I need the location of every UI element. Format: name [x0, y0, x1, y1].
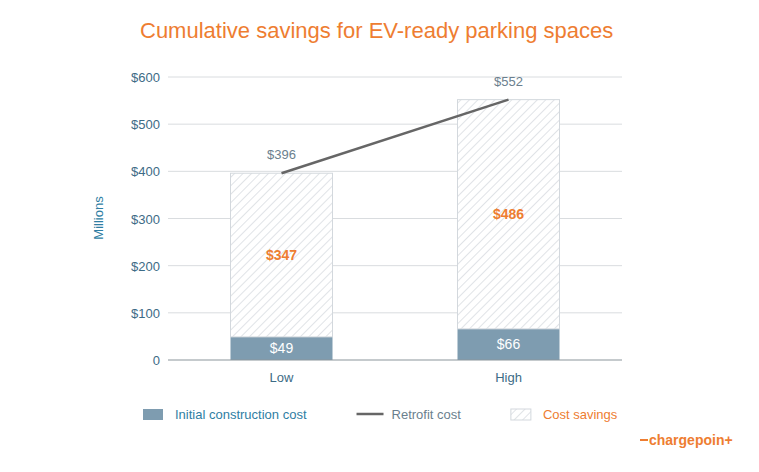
y-tick-label: $400 — [131, 164, 160, 179]
line — [282, 100, 509, 174]
bar-segment — [458, 100, 560, 329]
bar-segment — [458, 329, 560, 360]
legend-swatch — [511, 409, 531, 420]
y-tick-label: $200 — [131, 259, 160, 274]
legend-item: Cost savings — [511, 407, 618, 422]
data-label: $66 — [497, 336, 521, 352]
x-tick-label: Low — [270, 370, 294, 385]
background — [0, 0, 759, 472]
data-label: $49 — [270, 340, 294, 356]
legend-item: Initial construction cost — [143, 407, 307, 422]
grid-line — [168, 77, 622, 78]
legend-swatch — [143, 409, 163, 420]
bar-segment — [231, 337, 333, 360]
legend-label: Initial construction cost — [175, 407, 307, 422]
x-tick-label: High — [495, 370, 522, 385]
legend-label: Cost savings — [543, 407, 618, 422]
data-labels: $49 $347 $66 $486 $396 $552 — [266, 74, 524, 357]
title: Cumulative savings for EV-ready parking … — [140, 18, 613, 43]
logo-dash — [640, 439, 648, 441]
line-label: $552 — [494, 74, 523, 89]
y-axis-label: Millions — [91, 196, 106, 240]
y-tick-label: 0 — [153, 353, 160, 368]
logo: chargepoin+ — [649, 432, 733, 448]
y-tick-label: $500 — [131, 117, 160, 132]
plot-marks — [231, 100, 560, 360]
chart: Cumulative savings for EV-ready parking … — [0, 0, 759, 472]
bar-segment — [231, 173, 333, 337]
data-label: $486 — [493, 206, 524, 222]
legend-item: Retrofit cost — [357, 407, 462, 422]
y-tick-label: $300 — [131, 212, 160, 227]
line-label: $396 — [267, 147, 296, 162]
data-label: $347 — [266, 247, 297, 263]
y-tick-label: $600 — [131, 70, 160, 85]
legend-label: Retrofit cost — [392, 407, 462, 422]
x-axis-line — [168, 359, 622, 360]
y-tick-label: $100 — [131, 306, 160, 321]
y-range — [168, 77, 169, 360]
legend-swatch — [357, 413, 384, 416]
